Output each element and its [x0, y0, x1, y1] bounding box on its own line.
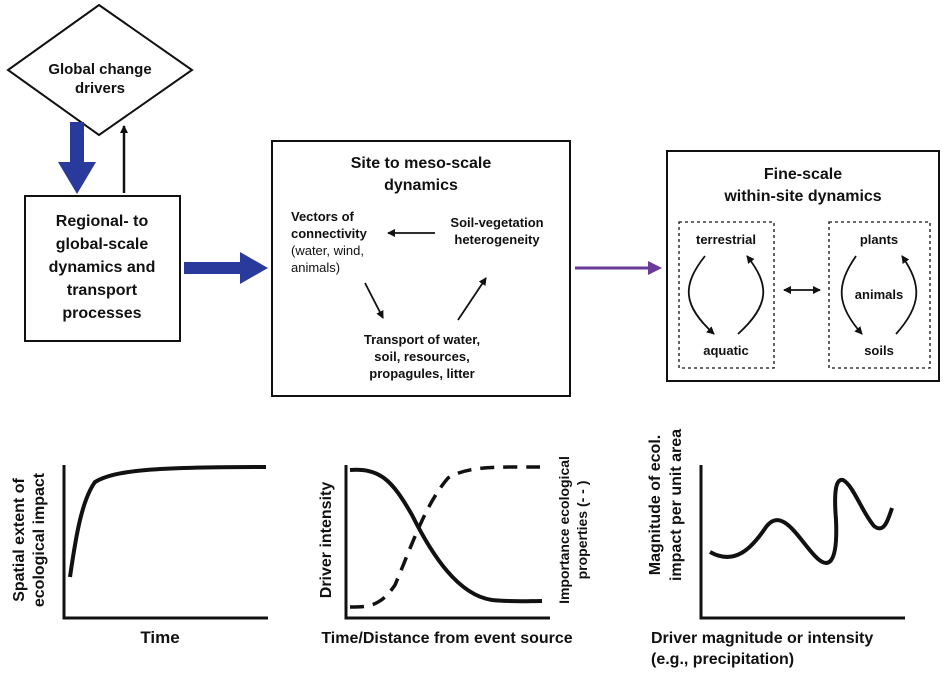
graph2-axes — [344, 465, 550, 620]
terrestrial-label: terrestrial — [696, 232, 756, 247]
animals-label: animals — [855, 287, 903, 302]
graph2-solid-curve — [349, 467, 543, 604]
aquatic-to-terrestrial-arrow — [737, 255, 765, 335]
terrestrial-to-aquatic-arrow — [687, 255, 715, 335]
graph-driver-intensity: Driver intensity Importance ecological p… — [318, 456, 590, 647]
aquatic-label: aquatic — [703, 343, 749, 358]
regional-line-3: dynamics and — [49, 259, 156, 276]
graph1-curve — [68, 465, 267, 578]
plants-animals-soils-group — [828, 221, 931, 369]
graph2-ylabel: Driver intensity — [318, 482, 335, 599]
drivers-to-regional-arrow — [58, 122, 96, 194]
graph3-curve — [709, 477, 894, 565]
vectors-line-1: Vectors of — [291, 209, 355, 224]
soil-veg-line-1: Soil-vegetation — [450, 215, 543, 230]
graph3-xlabel-line1: Driver magnitude or intensity — [651, 630, 873, 647]
graph1-ylabel-line2: ecological impact — [31, 472, 48, 607]
soils-to-plants-arrow — [895, 255, 918, 335]
graph1-ylabel-line1: Spatial extent of — [11, 478, 28, 602]
regional-line-4: transport — [67, 282, 138, 299]
graph2-dashed-curve — [349, 465, 541, 609]
global-change-drivers-node: Global change drivers — [6, 3, 194, 137]
graph2-xlabel: Time/Distance from event source — [321, 630, 572, 647]
site-to-fine-arrow — [575, 261, 662, 275]
graph1-xlabel: Time — [140, 628, 179, 647]
plants-label: plants — [860, 232, 898, 247]
transport-to-soilveg-arrow — [457, 277, 487, 321]
drivers-label-line2: drivers — [75, 80, 125, 97]
graph3-xlabel-line2: (e.g., precipitation) — [651, 651, 794, 668]
graph-spatial-extent: Spatial extent of ecological impact Time — [11, 465, 268, 647]
graph1-axes — [62, 465, 268, 620]
vectors-line-3: (water, wind, — [291, 243, 364, 258]
vectors-to-transport-arrow — [364, 282, 384, 319]
graph2-y2label-line2: properties (- - ) — [574, 481, 590, 580]
graph-magnitude-impact: Magnitude of ecol. impact per unit area … — [647, 429, 905, 668]
graph3-ylabel-line1: Magnitude of ecol. — [647, 435, 664, 575]
vectors-line-2: connectivity — [291, 226, 368, 241]
regional-to-site-arrow — [184, 252, 268, 284]
soil-veg-line-2: heterogeneity — [454, 232, 540, 247]
regional-line-5: processes — [62, 305, 141, 322]
regional-dynamics-node: Regional- to global-scale dynamics and t… — [24, 195, 181, 342]
drivers-label-line1: Global change — [48, 61, 151, 78]
site-title-line1: Site to meso-scale — [351, 155, 492, 172]
transport-line-1: Transport of water, — [364, 332, 480, 347]
soils-label: soils — [864, 343, 894, 358]
regional-line-1: Regional- to — [56, 213, 149, 230]
fine-scale-node: Fine-scale within-site dynamics terrestr… — [666, 150, 940, 382]
plants-to-soils-arrow — [840, 255, 863, 335]
transport-line-2: soil, resources, — [374, 349, 469, 364]
site-dynamics-node: Site to meso-scale dynamics Vectors of c… — [271, 140, 571, 397]
graph3-axes — [699, 465, 905, 620]
site-title-line2: dynamics — [384, 177, 458, 194]
vectors-line-4: animals) — [291, 260, 340, 275]
graph3-ylabel-line2: impact per unit area — [668, 429, 685, 581]
regional-line-2: global-scale — [56, 236, 149, 253]
fine-title-line1: Fine-scale — [764, 166, 842, 183]
graph2-y2label-line1: Importance ecological — [556, 456, 572, 604]
transport-line-3: propagules, litter — [369, 366, 474, 381]
fine-title-line2: within-site dynamics — [723, 188, 881, 205]
aquatic-terrestrial-group — [678, 221, 775, 369]
